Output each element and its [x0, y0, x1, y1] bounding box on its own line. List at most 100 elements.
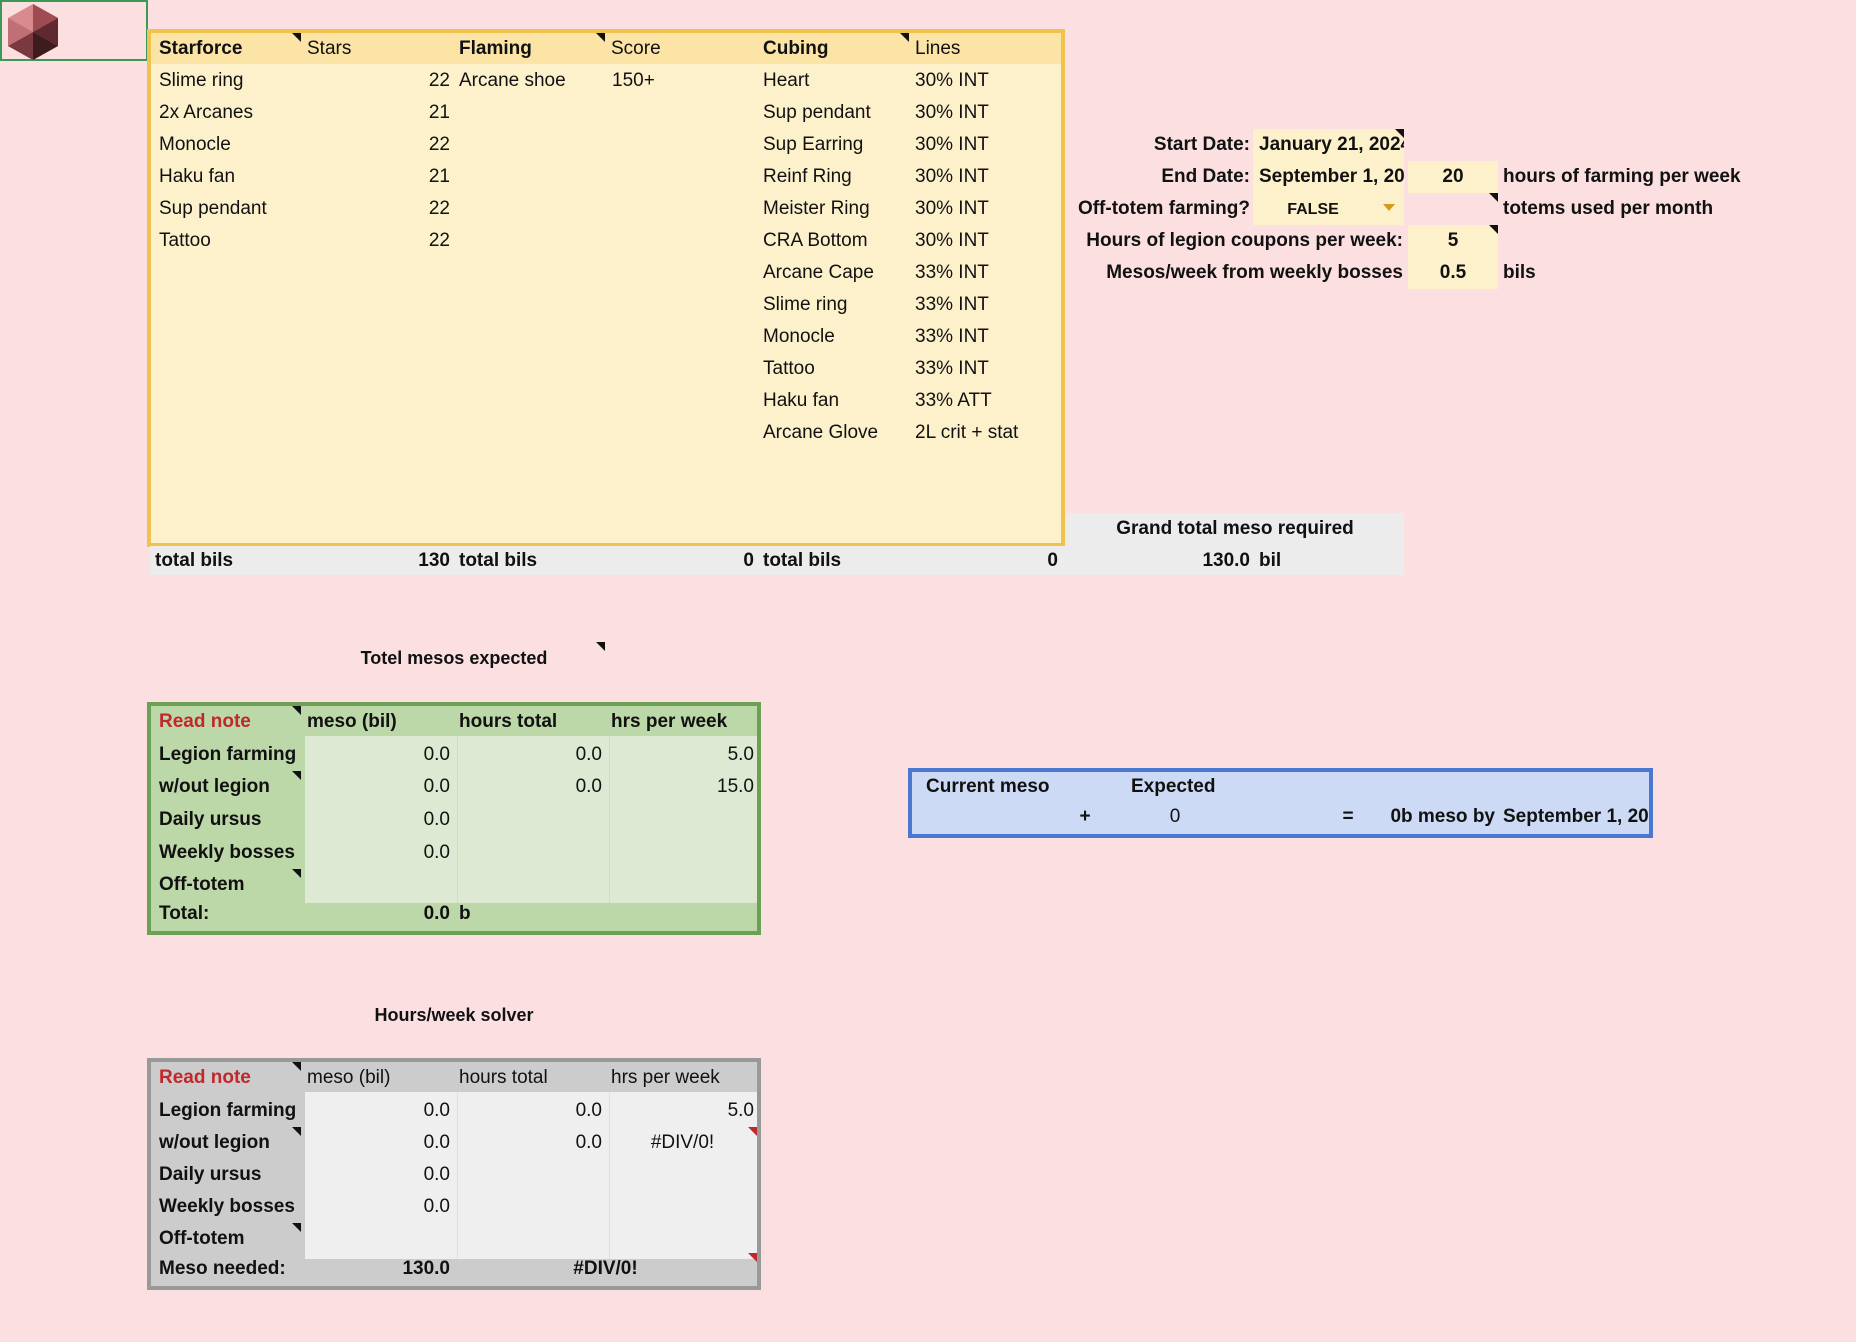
note-marker[interactable]: [292, 33, 301, 42]
header-cubing[interactable]: Cubing: [763, 38, 829, 59]
row-label[interactable]: Daily ursus: [159, 809, 262, 830]
plus-sign[interactable]: +: [1079, 806, 1091, 827]
starforce-item[interactable]: 2x Arcanes: [159, 102, 253, 123]
error-marker[interactable]: [748, 1253, 757, 1262]
note-marker[interactable]: [1489, 193, 1498, 202]
cubing-total-value[interactable]: 0: [1047, 550, 1058, 571]
header-lines[interactable]: Lines: [915, 38, 961, 59]
row-meso[interactable]: 0.0: [423, 809, 450, 830]
starforce-stars[interactable]: 21: [428, 166, 450, 187]
cubing-lines[interactable]: 33% ATT: [915, 390, 992, 411]
note-marker[interactable]: [292, 706, 301, 715]
starforce-item[interactable]: Sup pendant: [159, 198, 267, 219]
cubing-item[interactable]: Arcane Cape: [763, 262, 874, 283]
row-meso[interactable]: 0.0: [423, 842, 450, 863]
meso-result[interactable]: 0b meso by: [1390, 806, 1495, 827]
col-hours-total[interactable]: hours total: [459, 711, 558, 732]
note-marker[interactable]: [292, 869, 301, 878]
row-meso[interactable]: 0.0: [423, 776, 450, 797]
cubing-lines[interactable]: 33% INT: [915, 294, 989, 315]
cubing-lines[interactable]: 33% INT: [915, 358, 989, 379]
grand-total-unit[interactable]: bil: [1259, 550, 1282, 571]
note-marker[interactable]: [900, 33, 909, 42]
col-hrs-per-week[interactable]: hrs per week: [611, 1067, 720, 1088]
note-marker[interactable]: [292, 771, 301, 780]
row-label[interactable]: w/out legion: [159, 776, 270, 797]
cubing-item[interactable]: Monocle: [763, 326, 835, 347]
end-date-input[interactable]: September 1, 2024: [1259, 166, 1404, 187]
header-starforce[interactable]: Starforce: [159, 38, 243, 59]
starforce-total-value[interactable]: 130: [418, 550, 450, 571]
row-label[interactable]: Off-totem: [159, 1228, 245, 1249]
cubing-lines[interactable]: 30% INT: [915, 134, 989, 155]
starforce-item[interactable]: Monocle: [159, 134, 231, 155]
chevron-down-icon[interactable]: [1383, 204, 1395, 211]
row-label[interactable]: Legion farming: [159, 1100, 297, 1121]
total-label[interactable]: Total:: [159, 903, 210, 924]
meso-result-date[interactable]: September 1, 2024: [1503, 806, 1649, 827]
row-label[interactable]: Daily ursus: [159, 1164, 262, 1185]
flaming-score[interactable]: 150+: [612, 70, 655, 91]
cubing-lines[interactable]: 30% INT: [915, 102, 989, 123]
cubing-lines[interactable]: 2L crit + stat: [915, 422, 1019, 443]
row-hrs[interactable]: 5.0: [727, 1100, 754, 1121]
cubing-item[interactable]: Sup pendant: [763, 102, 871, 123]
total-value[interactable]: 0.0: [423, 903, 450, 924]
row-hours[interactable]: 0.0: [575, 1132, 602, 1153]
row-meso[interactable]: 0.0: [423, 1196, 450, 1217]
cubing-lines[interactable]: 33% INT: [915, 262, 989, 283]
cubing-item[interactable]: CRA Bottom: [763, 230, 868, 251]
flaming-item[interactable]: Arcane shoe: [459, 70, 566, 91]
col-meso[interactable]: meso (bil): [307, 1067, 391, 1088]
meso-needed-label[interactable]: Meso needed:: [159, 1258, 286, 1279]
cubing-lines[interactable]: 30% INT: [915, 70, 989, 91]
note-marker[interactable]: [292, 1223, 301, 1232]
row-meso[interactable]: 0.0: [423, 1100, 450, 1121]
header-stars[interactable]: Stars: [307, 38, 352, 59]
grand-total-title[interactable]: Grand total meso required: [1116, 518, 1354, 539]
row-meso[interactable]: 0.0: [423, 744, 450, 765]
total-unit[interactable]: b: [459, 903, 471, 924]
cubing-item[interactable]: Meister Ring: [763, 198, 870, 219]
row-hours[interactable]: 0.0: [575, 1100, 602, 1121]
row-hrs[interactable]: 15.0: [717, 776, 754, 797]
starforce-stars[interactable]: 22: [428, 198, 450, 219]
cubing-item[interactable]: Arcane Glove: [763, 422, 879, 443]
row-label[interactable]: Weekly bosses: [159, 842, 295, 863]
cubing-lines[interactable]: 30% INT: [915, 166, 989, 187]
note-marker[interactable]: [596, 642, 605, 651]
hours-farming-input[interactable]: 20: [1442, 166, 1464, 187]
note-marker[interactable]: [1395, 129, 1404, 138]
row-hrs[interactable]: 5.0: [727, 744, 754, 765]
cubing-item[interactable]: Haku fan: [763, 390, 840, 411]
row-label[interactable]: Weekly bosses: [159, 1196, 295, 1217]
col-hours-total[interactable]: hours total: [459, 1067, 548, 1088]
expected-value[interactable]: 0: [1169, 806, 1181, 827]
starforce-item[interactable]: Tattoo: [159, 230, 211, 251]
starforce-stars[interactable]: 22: [428, 70, 450, 91]
note-marker[interactable]: [1489, 225, 1498, 234]
current-meso-label[interactable]: Current meso: [926, 776, 1050, 797]
note-marker[interactable]: [596, 33, 605, 42]
logo-cell[interactable]: [0, 0, 148, 61]
cubing-lines[interactable]: 33% INT: [915, 326, 989, 347]
legion-coupons-input[interactable]: 5: [1447, 230, 1459, 251]
col-hrs-per-week[interactable]: hrs per week: [611, 711, 728, 732]
row-label[interactable]: Legion farming: [159, 744, 297, 765]
weekly-bosses-input[interactable]: 0.5: [1439, 262, 1467, 283]
note-marker[interactable]: [292, 1127, 301, 1136]
starforce-total-label[interactable]: total bils: [155, 550, 234, 571]
header-flaming[interactable]: Flaming: [459, 38, 532, 59]
col-meso[interactable]: meso (bil): [307, 711, 397, 732]
expected-title[interactable]: Totel mesos expected: [360, 648, 548, 668]
starforce-stars[interactable]: 22: [428, 230, 450, 251]
cubing-item[interactable]: Heart: [763, 70, 810, 91]
flaming-total-value[interactable]: 0: [743, 550, 754, 571]
read-note-link[interactable]: Read note: [159, 711, 251, 732]
row-meso[interactable]: 0.0: [423, 1164, 450, 1185]
cubing-lines[interactable]: 30% INT: [915, 230, 989, 251]
start-date-input[interactable]: January 21, 2024: [1259, 134, 1404, 155]
starforce-stars[interactable]: 21: [428, 102, 450, 123]
flaming-total-label[interactable]: total bils: [459, 550, 538, 571]
cubing-item[interactable]: Sup Earring: [763, 134, 864, 155]
